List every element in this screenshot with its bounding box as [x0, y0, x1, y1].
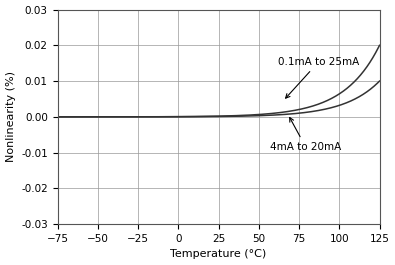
Text: 4mA to 20mA: 4mA to 20mA — [270, 118, 341, 152]
Text: 0.1mA to 25mA: 0.1mA to 25mA — [278, 57, 359, 98]
X-axis label: Temperature (°C): Temperature (°C) — [170, 249, 267, 259]
Y-axis label: Nonlinearity (%): Nonlinearity (%) — [6, 71, 15, 162]
